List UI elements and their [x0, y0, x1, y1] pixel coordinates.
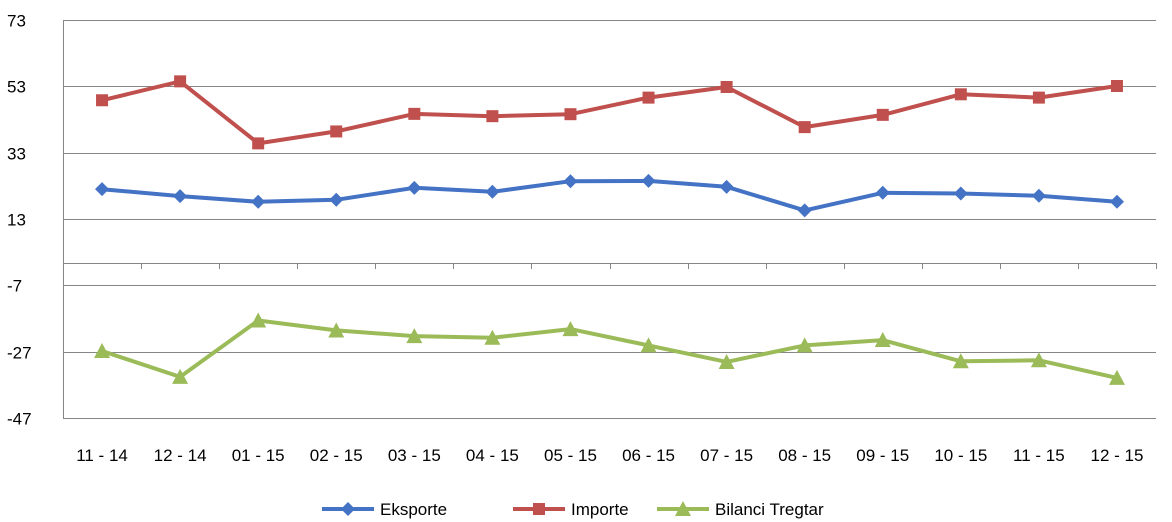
- x-tick-label: 11 - 15: [1013, 446, 1065, 465]
- data-point-diamond: [341, 502, 355, 516]
- data-point-triangle: [328, 322, 345, 338]
- data-point-square: [1110, 80, 1123, 93]
- legend-label: Bilanci Tregtar: [715, 500, 824, 519]
- series-triangle: [94, 312, 1125, 385]
- data-point-diamond: [719, 179, 734, 194]
- x-tick-label: 01 - 15: [232, 446, 285, 465]
- x-tick-label: 11 - 14: [76, 446, 128, 465]
- data-point-triangle: [484, 329, 501, 345]
- grid-lines: [63, 20, 1156, 419]
- data-point-square: [486, 110, 499, 123]
- legend-item: Eksporte: [322, 500, 447, 519]
- x-tick-label: 03 - 15: [388, 446, 441, 465]
- data-point-diamond: [251, 194, 266, 209]
- data-point-diamond: [875, 185, 890, 200]
- data-point-square: [798, 121, 811, 134]
- series-diamond: [95, 173, 1124, 218]
- data-point-square: [720, 80, 733, 93]
- data-point-square: [174, 75, 187, 88]
- data-point-square: [1032, 91, 1045, 104]
- series-line: [101, 318, 1118, 380]
- data-point-triangle: [172, 368, 189, 384]
- axes: [63, 20, 1157, 418]
- data-point-diamond: [797, 203, 812, 218]
- series-group: [94, 75, 1125, 385]
- data-point-diamond: [95, 182, 110, 197]
- data-point-square: [954, 88, 967, 101]
- data-point-square: [642, 91, 655, 104]
- x-tick-label: 08 - 15: [778, 446, 831, 465]
- data-point-square: [564, 108, 577, 121]
- x-tick-label: 07 - 15: [700, 446, 753, 465]
- data-point-square: [96, 94, 109, 107]
- legend-item: Bilanci Tregtar: [657, 500, 824, 519]
- y-axis-tick-labels: -47 -27 -7 13 33 53 73: [7, 12, 32, 429]
- data-point-triangle: [250, 312, 267, 328]
- data-point-triangle: [406, 328, 423, 344]
- series-line: [101, 79, 1118, 146]
- data-point-square: [408, 107, 421, 120]
- x-tick-label: 10 - 15: [934, 446, 987, 465]
- data-point-triangle: [952, 353, 969, 369]
- data-point-diamond: [563, 174, 578, 189]
- data-point-square: [252, 137, 265, 150]
- data-point-triangle: [718, 353, 735, 369]
- data-point-diamond: [485, 184, 500, 199]
- y-tick-label: 53: [7, 78, 26, 97]
- series-square: [96, 75, 1123, 150]
- series-line: [101, 178, 1118, 213]
- data-point-diamond: [1031, 188, 1046, 203]
- y-tick-label: 33: [7, 145, 26, 164]
- x-tick-label: 05 - 15: [544, 446, 597, 465]
- data-point-square: [876, 108, 889, 121]
- data-point-triangle: [1108, 369, 1125, 385]
- data-point-triangle: [675, 501, 691, 516]
- y-tick-label: 13: [7, 211, 26, 230]
- x-tick-label: 04 - 15: [466, 446, 519, 465]
- x-tick-label: 06 - 15: [622, 446, 675, 465]
- data-point-diamond: [407, 180, 422, 195]
- data-point-triangle: [874, 332, 891, 348]
- legend-label: Importe: [571, 500, 629, 519]
- x-tick-label: 12 - 15: [1090, 446, 1143, 465]
- data-point-triangle: [562, 321, 579, 337]
- data-point-square: [330, 125, 343, 138]
- y-tick-label: -7: [7, 277, 22, 296]
- data-point-square: [533, 503, 545, 515]
- data-point-diamond: [329, 192, 344, 207]
- data-point-triangle: [640, 337, 657, 353]
- legend-item: Importe: [513, 500, 629, 519]
- y-tick-label: -47: [7, 410, 32, 429]
- data-point-diamond: [641, 173, 656, 188]
- data-point-diamond: [953, 186, 968, 201]
- legend: Eksporte Importe Bilanci Tregtar: [322, 500, 824, 519]
- y-tick-label: 73: [7, 12, 26, 31]
- x-tick-label: 02 - 15: [310, 446, 363, 465]
- data-point-diamond: [173, 189, 188, 204]
- x-tick-label: 12 - 14: [154, 446, 207, 465]
- x-axis-tick-labels: 11 - 14 12 - 14 01 - 15 02 - 15 03 - 15 04 - …: [76, 446, 1143, 465]
- data-point-triangle: [1030, 352, 1047, 368]
- y-tick-label: -27: [7, 344, 32, 363]
- data-point-triangle: [94, 343, 111, 359]
- x-tick-label: 09 - 15: [856, 446, 909, 465]
- data-point-diamond: [1109, 194, 1124, 209]
- legend-label: Eksporte: [380, 500, 447, 519]
- data-point-triangle: [796, 337, 813, 353]
